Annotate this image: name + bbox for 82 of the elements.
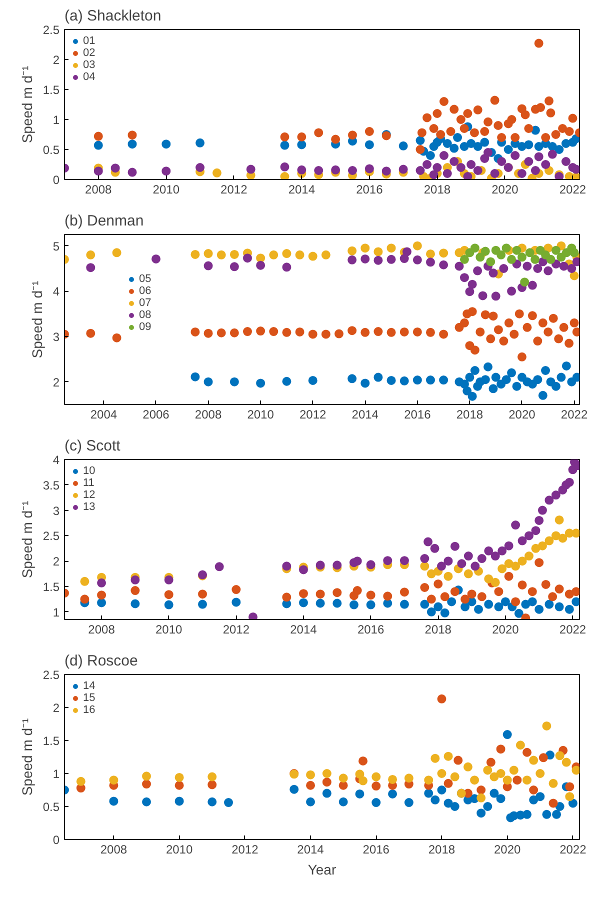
y-tick-label: 2 <box>52 375 60 390</box>
y-tick-label: 3 <box>52 330 60 344</box>
y-axis-title: Speed m d⁻¹ <box>18 65 35 144</box>
y-tick-label: 1.5 <box>42 580 60 594</box>
x-tick-label: 2020 <box>508 408 536 422</box>
x-tick-label: 2012 <box>222 622 250 636</box>
x-tick-label: 2020 <box>492 182 519 196</box>
y-tick-label: 0 <box>52 833 60 847</box>
x-tick-label: 2004 <box>90 408 118 422</box>
legend-label: 09 <box>139 321 152 333</box>
x-tick-label: 2008 <box>85 182 112 196</box>
x-tick-label: 2008 <box>100 842 128 856</box>
legend-label: 15 <box>83 692 96 704</box>
legend-label: 11 <box>83 477 96 489</box>
legend-label: 02 <box>83 47 96 59</box>
y-axis-title: Speed m d⁻¹ <box>18 500 35 578</box>
legend-label: 06 <box>139 285 152 297</box>
y-tick-label: 2 <box>52 701 60 715</box>
legend-label: 16 <box>83 704 96 716</box>
x-tick-label: 2008 <box>194 408 222 422</box>
y-tick-label: 2 <box>52 554 60 569</box>
chart-title: (c) Scott <box>64 438 122 454</box>
x-tick-label: 2012 <box>300 408 327 422</box>
x-tick-label: 2012 <box>232 842 259 856</box>
y-tick-label: 2.5 <box>42 668 60 682</box>
y-tick-label: 2.5 <box>42 23 60 37</box>
legend-label: 14 <box>83 680 96 692</box>
x-tick-label: 2016 <box>356 182 384 196</box>
legend-label: 03 <box>83 59 96 71</box>
x-tick-label: 2012 <box>220 182 248 196</box>
x-tick-label: 2018 <box>428 842 456 856</box>
x-tick-label: 2022 <box>560 408 588 422</box>
x-tick-label: 2014 <box>297 842 324 856</box>
x-tick-label: 2014 <box>288 182 316 196</box>
legend-label: 10 <box>83 465 96 477</box>
x-tick-label: 2020 <box>492 622 520 636</box>
y-tick-label: 0.5 <box>42 143 60 157</box>
y-tick-label: 4 <box>52 284 60 299</box>
x-tick-label: 2018 <box>424 622 452 636</box>
legend-label: 01 <box>83 35 96 47</box>
x-tick-label: 2010 <box>152 182 180 196</box>
x-tick-label: 2022 <box>559 182 586 196</box>
x-tick-label: 2014 <box>352 408 379 422</box>
y-axis-title: Speed m d⁻¹ <box>28 280 45 358</box>
x-tick-label: 2016 <box>404 408 432 422</box>
chart-title: (b) Denman <box>64 212 144 230</box>
y-tick-label: 3 <box>52 504 60 518</box>
x-tick-label: 2022 <box>560 842 587 856</box>
legend-label: 04 <box>83 71 96 83</box>
y-tick-label: 1.5 <box>42 734 60 748</box>
legend-label: 08 <box>139 309 152 321</box>
y-tick-label: 0.5 <box>42 800 60 814</box>
y-tick-label: 3.5 <box>42 478 60 492</box>
x-tick-label: 2014 <box>290 622 318 636</box>
x-tick-label: 2008 <box>88 622 116 636</box>
y-tick-label: 2 <box>52 53 60 67</box>
x-tick-label: 2010 <box>156 622 183 636</box>
legend-label: 12 <box>83 489 96 501</box>
x-axis-title: Year <box>308 862 336 878</box>
legend-label: 05 <box>139 273 152 285</box>
x-tick-label: 2020 <box>494 842 522 856</box>
y-tick-label: 5 <box>52 239 60 254</box>
x-tick-label: 2022 <box>559 622 586 636</box>
x-tick-label: 2010 <box>166 842 193 856</box>
x-tick-label: 2016 <box>362 842 390 856</box>
legend-label: 07 <box>139 297 152 309</box>
y-tick-label: 1 <box>52 113 60 127</box>
x-tick-label: 2018 <box>424 182 451 196</box>
y-tick-label: 4 <box>52 453 60 467</box>
y-tick-label: 1 <box>52 767 60 781</box>
x-tick-label: 2006 <box>142 408 170 422</box>
y-tick-label: 1 <box>52 605 60 620</box>
x-tick-label: 2018 <box>456 408 484 422</box>
legend-label: 13 <box>83 501 96 513</box>
x-tick-label: 2010 <box>247 408 274 422</box>
y-tick-label: 2.5 <box>42 529 60 544</box>
chart-title: (d) Roscoe <box>64 652 138 670</box>
y-axis-title: Speed m d⁻¹ <box>18 718 35 796</box>
y-tick-label: 0 <box>52 173 60 187</box>
y-tick-label: 1.5 <box>42 83 60 97</box>
x-tick-label: 2016 <box>357 622 384 636</box>
chart-title: (a) Shackleton <box>64 8 162 24</box>
